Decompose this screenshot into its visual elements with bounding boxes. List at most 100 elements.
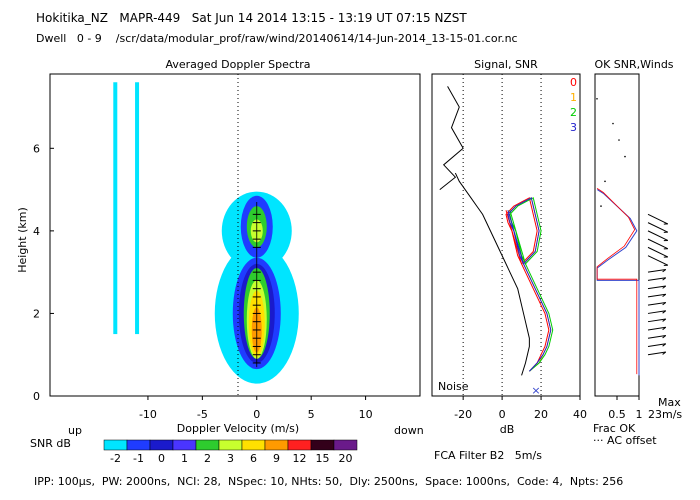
- colorbar-swatch: [264, 439, 289, 451]
- colorbar-swatch: [287, 439, 312, 451]
- wind-arrow: [647, 238, 669, 250]
- colorbar-tick-label: 1: [181, 452, 188, 465]
- snr-series-2: [509, 197, 554, 372]
- colorbar-down-label: down: [394, 424, 424, 437]
- snr-series-0: [505, 197, 550, 372]
- snr-x-ticks: -20 0 20 40: [454, 396, 587, 421]
- snr-title: Signal, SNR: [474, 58, 538, 71]
- clutter-streak-0: [113, 82, 118, 335]
- wind-arrows: [647, 213, 669, 356]
- spectra-x-tick-label: 0: [253, 408, 260, 421]
- spectra-y-tick-label: 6: [33, 142, 40, 155]
- spectra-ylabel: Height (km): [16, 207, 29, 273]
- wind-arrow: [647, 213, 669, 225]
- colorbar-swatch: [103, 439, 128, 451]
- wind-arrow-head: [662, 277, 667, 281]
- wind-arrow-head: [662, 302, 667, 306]
- snr-lines: [439, 86, 554, 376]
- frac-frame: [594, 73, 640, 397]
- spectra-frame: [49, 73, 421, 397]
- legend-entry-1: 1: [570, 91, 577, 104]
- snr-xlabel: dB: [500, 423, 515, 436]
- frac-dots: [596, 97, 626, 207]
- fca-filter-label: FCA Filter B2 5m/s: [434, 449, 542, 462]
- wind-arrow: [647, 318, 666, 323]
- frac-dot: [600, 205, 602, 207]
- wind-arrow: [647, 246, 669, 258]
- spectra-xlabel: Doppler Velocity (m/s): [177, 422, 299, 435]
- footer-params: IPP: 100µs, PW: 2000ns, NCI: 28, NSpec: …: [34, 475, 624, 488]
- spectra-y-tick-label: 2: [33, 307, 40, 320]
- frac-dot: [604, 180, 606, 183]
- frac-x-tick-label: 1: [636, 408, 643, 421]
- snr-x-tick-label: 0: [499, 408, 506, 421]
- ac-offset-label: ··· AC offset: [593, 434, 657, 447]
- snr-panel: Signal, SNR -20 0 20 40 dB Noise ×: [431, 58, 587, 436]
- spectra-panel: Averaged Doppler Spectra -10 -5 0 5 10 0246 …: [16, 58, 421, 435]
- colorbar-swatch: [149, 439, 174, 451]
- frac-series: [596, 189, 640, 376]
- snr-x-tick-label: 40: [573, 408, 587, 421]
- colorbar-tick-label: 2: [204, 452, 211, 465]
- colorbar-ticks: -2 -1 0 1 2 3 6 9 12 15 20: [110, 452, 352, 465]
- clutter-streak-1: [135, 82, 140, 335]
- wind-arrow: [647, 255, 669, 266]
- frac-dot: [612, 122, 614, 125]
- colorbar-tick-label: 9: [273, 452, 280, 465]
- spectra-x-tick-label: -10: [139, 408, 157, 421]
- snr-grid: [462, 74, 542, 396]
- wind-arrow: [647, 277, 666, 281]
- wind-arrow: [647, 222, 669, 233]
- wind-arrow-head: [662, 326, 667, 331]
- wind-arrow-head: [662, 318, 667, 322]
- snr-x-tick-label: -20: [454, 408, 472, 421]
- snr-series-3: [507, 197, 552, 372]
- colorbar-tick-label: -1: [133, 452, 144, 465]
- wind-arrow: [647, 351, 666, 356]
- colorbar-tick-label: 12: [293, 452, 307, 465]
- legend-entry-2: 2: [570, 106, 577, 119]
- legend-entry-0: 0: [570, 76, 577, 89]
- wind-arrow-head: [662, 293, 667, 298]
- wind-arrow-head: [662, 335, 667, 339]
- colorbar-tick-label: 6: [250, 452, 257, 465]
- wind-arrow: [647, 343, 666, 347]
- frac-ok-label: Frac OK: [593, 422, 636, 435]
- frac-dot: [624, 155, 626, 158]
- spectra-x-ticks: -10 -5 0 5 10: [139, 396, 373, 421]
- wind-arrow: [647, 335, 666, 339]
- colorbar-swatch: [195, 439, 220, 451]
- wind-arrow-head: [662, 285, 667, 289]
- colorbar: up down SNR dB -2 -1 0 1 2 3 6 9 12 15 20: [30, 424, 424, 465]
- wind-arrow-head: [662, 351, 667, 355]
- wind-arrow-head: [662, 343, 667, 347]
- header-line2: Dwell 0 - 9 /scr/data/modular_prof/raw/w…: [36, 32, 518, 45]
- colorbar-tick-label: 3: [227, 452, 234, 465]
- colorbar-tick-label: -2: [110, 452, 121, 465]
- frac-dot: [596, 97, 598, 100]
- snr-frame: [431, 73, 581, 397]
- colorbar-swatch: [126, 439, 151, 451]
- max-value: 23m/s: [648, 408, 682, 421]
- spectra-content: [113, 82, 299, 384]
- spectra-title: Averaged Doppler Spectra: [165, 58, 310, 71]
- frac-dot: [618, 139, 620, 141]
- colorbar-tick-label: 0: [158, 452, 165, 465]
- wind-arrow-head: [662, 310, 667, 314]
- frac-x-tick-label: 0.5: [608, 408, 626, 421]
- colorbar-swatch: [333, 439, 358, 451]
- colorbar-up-label: up: [68, 424, 82, 437]
- frac-legend: 0 1 2 3: [570, 76, 577, 134]
- wind-arrow: [647, 326, 666, 331]
- wind-arrow: [647, 293, 666, 298]
- snr-x-tick-label: 20: [534, 408, 548, 421]
- spectra-y-tick-label: 0: [33, 390, 40, 403]
- noise-marker: ×: [531, 384, 540, 397]
- snr-series-signal: [454, 172, 530, 376]
- colorbar-snr-label: SNR dB: [30, 437, 71, 450]
- spectra-x-tick-label: 5: [308, 408, 315, 421]
- wind-arrow: [647, 285, 666, 290]
- legend-entry-3: 3: [570, 121, 577, 134]
